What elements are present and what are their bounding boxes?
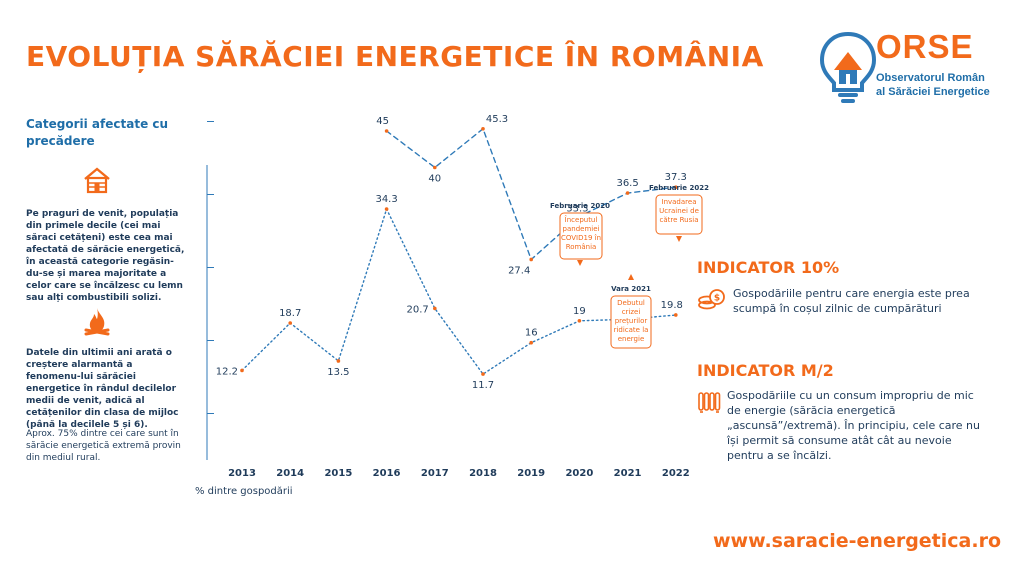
chart-value-labels: 45 40 45.3 27.4 33.3 36.5 37.3 12.2 18.7 13.5 34.3… bbox=[216, 114, 687, 391]
data-point bbox=[529, 340, 533, 345]
annotation-text-line: ridicate la bbox=[614, 326, 649, 334]
annotation-text-line: către Rusia bbox=[659, 216, 698, 224]
annotation-text-line: Începutul bbox=[565, 215, 598, 224]
annotation-text-line: Debutul bbox=[617, 299, 645, 307]
chart-axes bbox=[206, 121, 214, 460]
annotation-text-line: energie bbox=[618, 335, 645, 343]
radiator-icon bbox=[698, 392, 721, 413]
x-tick-label: 2014 bbox=[276, 468, 304, 479]
house-icon bbox=[84, 167, 110, 194]
data-point bbox=[336, 359, 341, 363]
page-title: EVOLUȚIA SĂRĂCIEI ENERGETICE ÎN ROMÂNIA bbox=[26, 40, 764, 73]
annotation-box bbox=[559, 212, 603, 260]
series-line bbox=[385, 127, 677, 261]
indicator-10-description: Gospodăriile pentru care energia este pr… bbox=[733, 287, 970, 315]
data-label: 19 bbox=[573, 306, 586, 317]
annotation-arrow bbox=[676, 236, 682, 242]
annotation-date: Februarie 2022 bbox=[649, 184, 709, 192]
logo-subtitle-1: Observatorul Român bbox=[876, 72, 985, 84]
annotation-text-line: crizei bbox=[622, 308, 641, 316]
orse-logo bbox=[820, 31, 877, 103]
x-tick-label: 2019 bbox=[517, 468, 545, 479]
annotation-text-line: Ucrainei de bbox=[659, 207, 699, 215]
lightbulb-icon bbox=[820, 31, 877, 103]
data-point bbox=[240, 368, 244, 373]
fire-icon bbox=[84, 308, 110, 336]
data-label: 45.3 bbox=[486, 114, 508, 125]
data-label: 33.3 bbox=[566, 203, 588, 214]
coins-icon: $ bbox=[698, 289, 725, 310]
data-label: 27.4 bbox=[508, 265, 530, 276]
data-point bbox=[674, 313, 678, 317]
indicator-m2-title: INDICATOR M/2 bbox=[697, 361, 834, 380]
data-label: 37.3 bbox=[665, 172, 687, 183]
chart-annotations: Februarie 2020 ÎnceputulpandemieiCOVID19 … bbox=[550, 184, 709, 349]
data-label: 16 bbox=[525, 328, 538, 339]
annotation-arrow bbox=[577, 260, 583, 266]
sidebar-paragraph-1: Pe praguri de venit, populația din prime… bbox=[26, 209, 185, 303]
x-tick-label: 2021 bbox=[614, 468, 642, 479]
data-point bbox=[433, 165, 437, 170]
indicator-m2-description: Gospodăriile cu un consum impropriu de m… bbox=[727, 389, 980, 462]
website-url[interactable]: www.saracie-energetica.ro bbox=[713, 530, 1002, 552]
sidebar-heading: Categorii afectate cu precădere bbox=[26, 117, 169, 148]
sidebar-paragraph-3: Aprox. 75% dintre cei care sunt în sărăc… bbox=[26, 429, 181, 463]
data-label: 45 bbox=[376, 116, 389, 127]
data-label: 20.7 bbox=[407, 304, 429, 315]
annotation-date: Februarie 2020 bbox=[550, 202, 610, 210]
data-point bbox=[625, 191, 630, 195]
x-tick-label: 2013 bbox=[228, 468, 256, 479]
data-point bbox=[288, 321, 293, 325]
data-label: 34.3 bbox=[375, 194, 397, 205]
data-point bbox=[577, 319, 582, 323]
data-label: 18.7 bbox=[279, 308, 301, 319]
data-label: 36.5 bbox=[616, 178, 638, 189]
x-tick-label: 2018 bbox=[469, 468, 497, 479]
svg-text:$: $ bbox=[714, 294, 720, 304]
annotation-box bbox=[610, 295, 652, 349]
data-point bbox=[674, 185, 678, 190]
data-point bbox=[384, 207, 389, 211]
data-label: 40 bbox=[428, 174, 441, 185]
data-label: 11.7 bbox=[472, 380, 494, 391]
chart-x-ticks: 2013 2014 2015 2016 2017 2018 2019 2020 2021 2022 bbox=[228, 468, 690, 479]
annotation-text-line: pandemiei bbox=[563, 225, 600, 233]
data-label: 13.5 bbox=[327, 367, 349, 378]
x-tick-label: 2022 bbox=[662, 468, 690, 479]
data-point bbox=[384, 129, 389, 133]
data-point bbox=[529, 257, 533, 262]
x-tick-label: 2020 bbox=[565, 468, 593, 479]
data-label: 19.8 bbox=[661, 300, 683, 311]
x-tick-label: 2017 bbox=[421, 468, 449, 479]
annotation-box bbox=[655, 194, 703, 235]
annotation-date: Vara 2021 bbox=[611, 285, 651, 293]
annotation-text-line: COVID19 în bbox=[561, 234, 601, 242]
annotation-text-line: România bbox=[566, 243, 597, 251]
sidebar-paragraph-2: Datele din ultimii ani arată o creștere … bbox=[26, 348, 179, 430]
data-point bbox=[481, 372, 485, 376]
x-axis-label: % dintre gospodării bbox=[195, 486, 293, 497]
data-point bbox=[481, 127, 485, 131]
logo-name: ORSE bbox=[876, 28, 974, 65]
x-tick-label: 2015 bbox=[324, 468, 352, 479]
annotation-text-line: Invadarea bbox=[662, 198, 697, 206]
annotation-text-line: prețurilor bbox=[615, 317, 648, 326]
logo-subtitle-2: al Sărăciei Energetice bbox=[876, 86, 990, 98]
data-point bbox=[433, 306, 437, 311]
annotation-arrow bbox=[628, 274, 634, 280]
data-label: 12.2 bbox=[216, 366, 238, 377]
indicator-10-title: INDICATOR 10% bbox=[697, 258, 840, 277]
x-tick-label: 2016 bbox=[373, 468, 401, 479]
